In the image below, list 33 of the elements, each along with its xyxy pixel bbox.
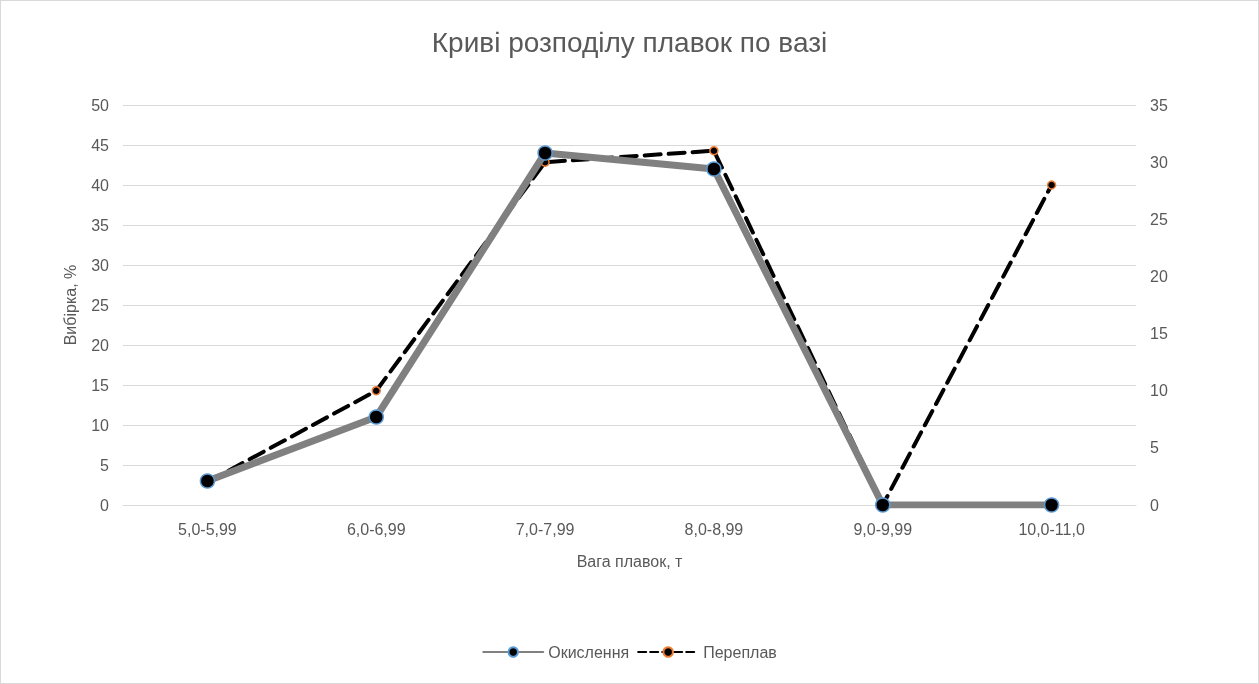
point [1046, 180, 1057, 190]
y-tick-label: 35 [91, 216, 110, 234]
y-tick-label: 25 [91, 296, 110, 314]
y2-tick-label: 35 [1150, 96, 1168, 114]
x-tick-label: 9,0-9,99 [853, 520, 913, 538]
legend-label: Переплав [703, 643, 777, 661]
y2-tick-label: 25 [1150, 210, 1168, 228]
point [709, 145, 719, 156]
y-tick-label: 50 [91, 96, 110, 114]
y-tick-label: 15 [91, 376, 110, 394]
y2-tick-label: 20 [1150, 267, 1168, 285]
y-tick-label: 5 [100, 456, 110, 474]
y-tick-label: 45 [91, 136, 110, 154]
y-tick-label: 20 [91, 336, 110, 354]
y-tick-label: 10 [91, 416, 110, 434]
x-tick-label: 10,0-11,0 [1018, 520, 1085, 538]
y2-tick-label: 10 [1150, 382, 1168, 400]
y-tick-label: 30 [91, 256, 110, 274]
y-tick-label: 40 [91, 176, 110, 194]
x-axis-title: Вага плавок, т [576, 552, 684, 570]
y-tick-label: 0 [100, 496, 110, 514]
legend-label: Окислення [548, 643, 630, 661]
x-tick-label: 7,0-7,99 [515, 520, 575, 538]
chart-title: Криві розподілу плавок по вазі [431, 26, 828, 58]
y2-tick-label: 0 [1150, 496, 1159, 514]
y-axis-title: Вибірка, % [61, 264, 79, 346]
y2-tick-label: 30 [1150, 153, 1168, 171]
x-tick-label: 5,0-5,99 [178, 520, 237, 538]
x-tick-label: 8,0-8,99 [684, 520, 744, 538]
y2-tick-label: 15 [1150, 325, 1168, 343]
y2-tick-label: 5 [1150, 439, 1159, 457]
x-tick-label: 6,0-6,99 [346, 520, 406, 538]
point [371, 385, 381, 396]
